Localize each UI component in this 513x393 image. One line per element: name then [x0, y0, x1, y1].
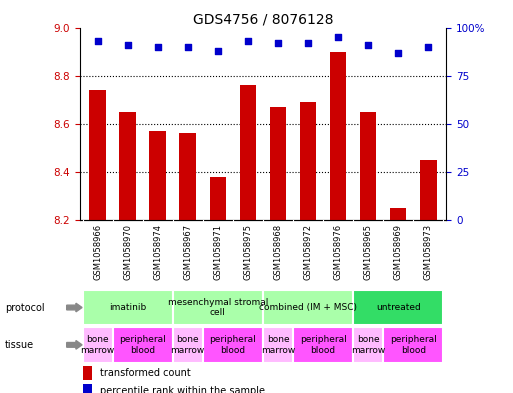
- Bar: [173, 290, 263, 325]
- Bar: [263, 327, 293, 363]
- Text: GSM1058974: GSM1058974: [153, 224, 162, 279]
- Text: GSM1058972: GSM1058972: [304, 224, 312, 279]
- Text: GSM1058966: GSM1058966: [93, 224, 102, 280]
- Bar: [203, 327, 263, 363]
- Bar: [383, 327, 443, 363]
- Bar: [420, 160, 437, 220]
- Point: [214, 48, 222, 54]
- Text: peripheral
blood: peripheral blood: [300, 335, 346, 354]
- Point: [274, 40, 282, 46]
- Bar: [330, 51, 346, 220]
- Point: [184, 44, 192, 50]
- Point: [153, 44, 162, 50]
- Bar: [83, 384, 92, 393]
- Text: transformed count: transformed count: [100, 368, 190, 378]
- Text: peripheral
blood: peripheral blood: [120, 335, 166, 354]
- Bar: [120, 112, 136, 220]
- Text: protocol: protocol: [5, 303, 45, 312]
- Bar: [89, 90, 106, 220]
- Title: GDS4756 / 8076128: GDS4756 / 8076128: [193, 12, 333, 26]
- Text: percentile rank within the sample: percentile rank within the sample: [100, 386, 265, 393]
- Bar: [112, 327, 173, 363]
- Bar: [293, 327, 353, 363]
- Text: bone
marrow: bone marrow: [261, 335, 295, 354]
- Bar: [173, 327, 203, 363]
- Text: GSM1058967: GSM1058967: [183, 224, 192, 280]
- Bar: [83, 327, 112, 363]
- Bar: [360, 112, 377, 220]
- Bar: [300, 102, 317, 220]
- Text: bone
marrow: bone marrow: [81, 335, 115, 354]
- Text: tissue: tissue: [5, 340, 34, 350]
- Text: GSM1058968: GSM1058968: [273, 224, 283, 280]
- Bar: [83, 366, 92, 380]
- Text: GSM1058969: GSM1058969: [393, 224, 403, 279]
- Text: imatinib: imatinib: [109, 303, 146, 312]
- Bar: [240, 85, 256, 220]
- Bar: [390, 208, 406, 220]
- Text: combined (IM + MSC): combined (IM + MSC): [259, 303, 357, 312]
- Text: GSM1058971: GSM1058971: [213, 224, 222, 279]
- Point: [424, 44, 432, 50]
- Bar: [270, 107, 286, 220]
- Bar: [353, 290, 443, 325]
- Point: [334, 34, 342, 40]
- Text: mesenchymal stromal
cell: mesenchymal stromal cell: [168, 298, 268, 317]
- Text: bone
marrow: bone marrow: [171, 335, 205, 354]
- Bar: [149, 131, 166, 220]
- Text: GSM1058975: GSM1058975: [243, 224, 252, 279]
- Text: untreated: untreated: [376, 303, 421, 312]
- Point: [304, 40, 312, 46]
- Point: [364, 42, 372, 48]
- Bar: [180, 133, 196, 220]
- Point: [394, 50, 402, 56]
- Bar: [353, 327, 383, 363]
- Point: [124, 42, 132, 48]
- Bar: [263, 290, 353, 325]
- Text: GSM1058965: GSM1058965: [364, 224, 372, 279]
- Text: peripheral
blood: peripheral blood: [390, 335, 437, 354]
- Point: [93, 38, 102, 44]
- Text: peripheral
blood: peripheral blood: [209, 335, 256, 354]
- Text: bone
marrow: bone marrow: [351, 335, 385, 354]
- Text: GSM1058976: GSM1058976: [333, 224, 343, 280]
- Bar: [209, 177, 226, 220]
- Text: GSM1058970: GSM1058970: [123, 224, 132, 279]
- Bar: [83, 290, 173, 325]
- Text: GSM1058973: GSM1058973: [424, 224, 433, 280]
- Point: [244, 38, 252, 44]
